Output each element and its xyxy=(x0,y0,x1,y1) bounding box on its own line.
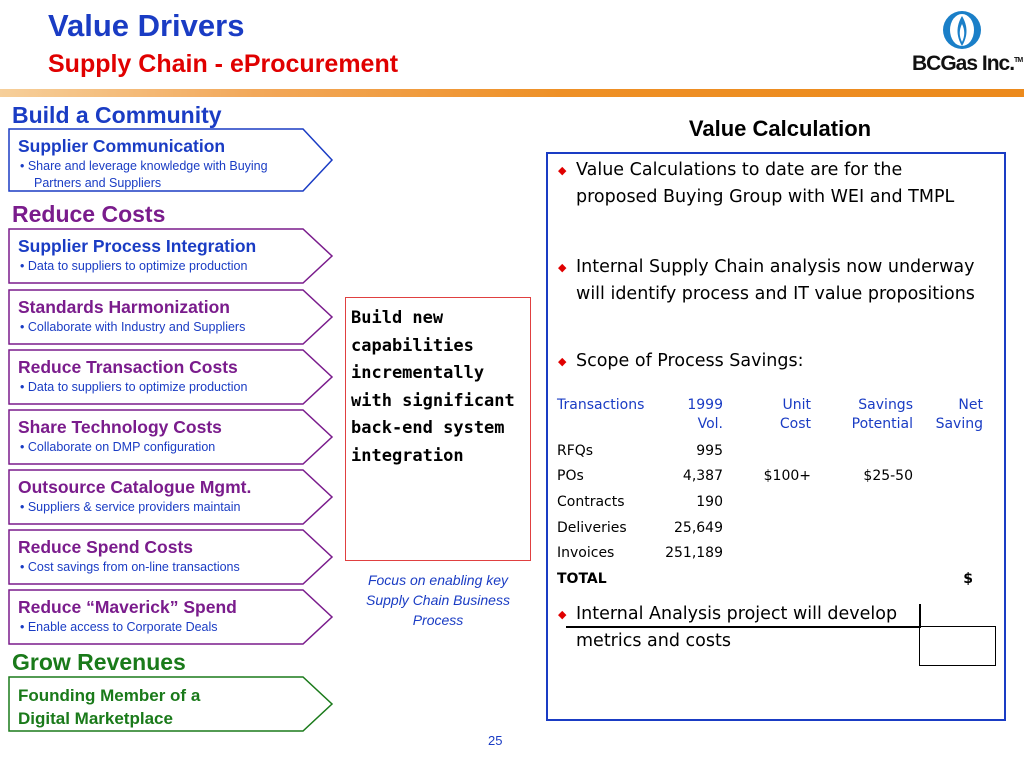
driver-title-line1: Founding Member of a xyxy=(18,686,201,705)
net-saving-cell xyxy=(919,626,996,666)
driver-share-technology-costs: Share Technology Costs • Collaborate on … xyxy=(8,409,334,465)
table-header-row: Transactions 1999 Vol. Unit Cost Savings Po… xyxy=(553,396,987,438)
diamond-bullet-icon: ◆ xyxy=(558,261,567,274)
col-savings-potential: Savings Potential xyxy=(851,397,913,432)
driver-founding-member: Founding Member of a Digital Marketplace xyxy=(8,676,334,732)
arrow-shape xyxy=(8,676,334,732)
bullet-text: Internal Analysis project will develop m… xyxy=(576,604,898,651)
arrow-shape xyxy=(8,228,334,284)
bullet-text: Scope of Process Savings: xyxy=(576,351,804,371)
value-calculation-box xyxy=(546,152,1006,721)
driver-title-line2: Digital Marketplace xyxy=(18,709,173,728)
callout-box xyxy=(345,297,531,561)
arrow-shape xyxy=(8,289,334,345)
driver-desc: • Suppliers & service providers maintain xyxy=(20,500,241,514)
bullet-internal-analysis-project: ◆ Internal Analysis project will develop… xyxy=(558,601,988,655)
col-unit-cost: Unit Cost xyxy=(779,397,811,432)
diamond-bullet-icon: ◆ xyxy=(558,608,567,621)
driver-supplier-process-integration: Supplier Process Integration • Data to s… xyxy=(8,228,334,284)
driver-title: Share Technology Costs xyxy=(18,417,222,437)
page-title: Value Drivers xyxy=(48,8,245,43)
driver-reduce-spend-costs: Reduce Spend Costs • Cost savings from o… xyxy=(8,529,334,585)
savings-table: Transactions 1999 Vol. Unit Cost Savings Po… xyxy=(553,396,987,592)
table-total-row: TOTAL $ xyxy=(557,570,973,587)
company-logo: BCGas Inc.TM xyxy=(910,8,1023,80)
value-calculation-title: Value Calculation xyxy=(688,116,872,141)
logo-text: BCGas Inc. xyxy=(912,52,1015,75)
driver-title: Supplier Communication xyxy=(18,136,226,156)
driver-desc-line1: • Share and leverage knowledge with Buyi… xyxy=(20,159,268,173)
bullet-scope: ◆ Scope of Process Savings: xyxy=(558,348,988,375)
table-row: Contracts 190 xyxy=(557,493,723,510)
driver-desc: • Data to suppliers to optimize producti… xyxy=(20,259,248,273)
driver-desc: • Data to suppliers to optimize producti… xyxy=(20,380,248,394)
bullet-internal-analysis: ◆ Internal Supply Chain analysis now und… xyxy=(558,254,988,335)
diamond-bullet-icon: ◆ xyxy=(558,164,567,177)
driver-outsource-catalogue-mgmt: Outsource Catalogue Mgmt. • Suppliers & … xyxy=(8,469,334,525)
driver-reduce-maverick-spend: Reduce “Maverick” Spend • Enable access … xyxy=(8,589,334,645)
arrow-shape xyxy=(8,589,334,645)
section-grow-revenues: Grow Revenues xyxy=(12,649,186,675)
table-row: Deliveries 25,649 xyxy=(557,519,723,536)
diamond-bullet-icon: ◆ xyxy=(558,355,567,368)
bullet-text: Value Calculations to date are for the p… xyxy=(576,160,955,207)
driver-title: Outsource Catalogue Mgmt. xyxy=(18,477,252,497)
col-transactions: Transactions xyxy=(557,397,645,413)
driver-title: Standards Harmonization xyxy=(18,297,230,317)
driver-title: Supplier Process Integration xyxy=(18,236,257,256)
driver-desc: • Collaborate with Industry and Supplier… xyxy=(20,320,246,334)
net-column-line xyxy=(919,604,921,628)
driver-desc: • Enable access to Corporate Deals xyxy=(20,620,218,634)
col-net-saving: Net Saving xyxy=(935,397,983,432)
callout-text: Build new capabilities incrementally wit… xyxy=(351,308,515,466)
driver-title: Reduce Transaction Costs xyxy=(18,357,238,377)
driver-title: Reduce Spend Costs xyxy=(18,537,194,557)
table-row: Invoices 251,189 xyxy=(557,545,723,562)
driver-supplier-communication: Supplier Communication • Share and lever… xyxy=(8,128,334,192)
driver-desc-line2: Partners and Suppliers xyxy=(34,176,162,190)
driver-desc: • Collaborate on DMP configuration xyxy=(20,440,216,454)
logo-tm: TM xyxy=(1014,57,1023,64)
section-build-community: Build a Community xyxy=(12,102,222,128)
bullet-value-calculations: ◆ Value Calculations to date are for the… xyxy=(558,157,988,238)
table-row: POs 4,387 $100+ $25-50 xyxy=(557,468,913,485)
table-row: RFQs 995 xyxy=(557,442,723,459)
arrow-shape xyxy=(8,529,334,585)
driver-desc: • Cost savings from on-line transactions xyxy=(20,560,240,574)
bullet-text: Internal Supply Chain analysis now under… xyxy=(576,257,975,304)
arrow-shape xyxy=(8,349,334,405)
arrow-shape xyxy=(8,128,334,192)
arrow-shape xyxy=(8,409,334,465)
driver-desc: • Share and leverage knowledge with Buyi… xyxy=(20,158,268,192)
col-volume: 1999 Vol. xyxy=(687,397,723,432)
driver-reduce-transaction-costs: Reduce Transaction Costs • Data to suppl… xyxy=(8,349,334,405)
header-rule xyxy=(0,89,1024,97)
focus-caption: Focus on enabling key Supply Chain Busin… xyxy=(366,572,510,628)
page-number: 25 xyxy=(488,733,503,748)
arrow-shape xyxy=(8,469,334,525)
driver-title: Founding Member of a Digital Marketplace xyxy=(18,684,200,730)
driver-title: Reduce “Maverick” Spend xyxy=(18,597,237,617)
page-subtitle: Supply Chain - eProcurement xyxy=(48,50,399,78)
section-reduce-costs: Reduce Costs xyxy=(12,201,166,227)
driver-standards-harmonization: Standards Harmonization • Collaborate wi… xyxy=(8,289,334,345)
flame-icon xyxy=(943,11,981,49)
table-rule xyxy=(566,626,920,628)
